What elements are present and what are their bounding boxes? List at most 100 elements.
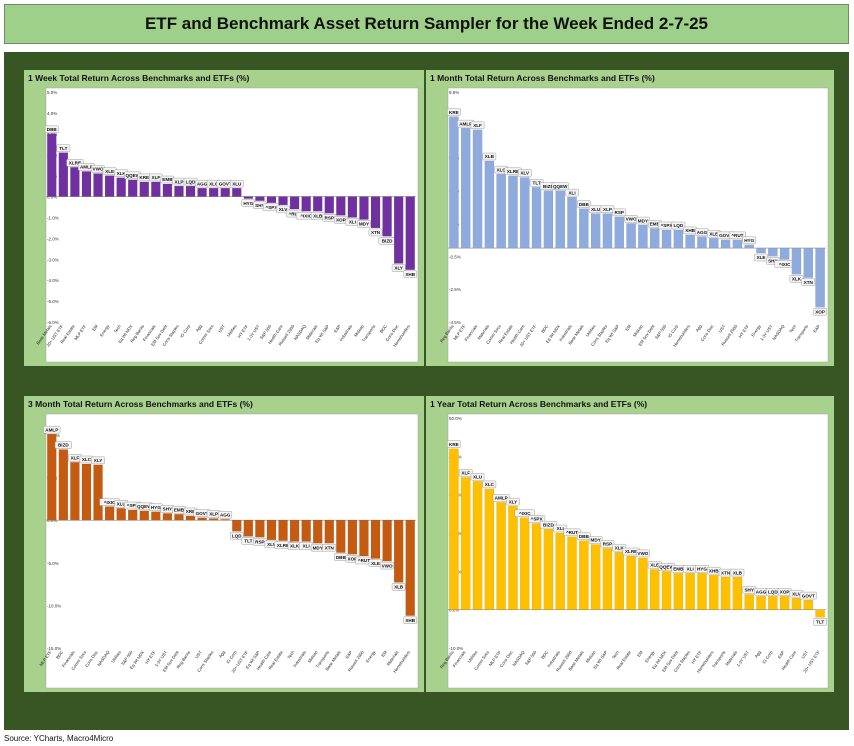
data-label-box <box>813 308 827 316</box>
y-tick-label: -10.0% <box>449 646 463 651</box>
data-label-box <box>368 228 383 237</box>
data-label: XLP <box>603 207 612 212</box>
y-tick-label: -4.5% <box>449 320 461 325</box>
data-label: GOVT <box>219 181 232 186</box>
x-tick-label: BDC <box>540 650 549 660</box>
y-tick-label: 0.0% <box>47 195 57 200</box>
bar <box>197 517 207 521</box>
bar <box>405 520 415 616</box>
x-tick-label: EM <box>636 649 644 657</box>
data-label: MDY <box>359 222 369 227</box>
data-label: ^SPX <box>661 223 674 228</box>
bar <box>543 190 554 249</box>
data-label: XTN <box>721 570 731 575</box>
bar <box>116 508 126 521</box>
data-label: RSP <box>255 539 264 544</box>
data-label: XLC <box>497 167 507 172</box>
bar <box>347 196 358 218</box>
data-label: XLI <box>303 544 310 549</box>
bar <box>162 183 173 197</box>
data-label: XTN <box>804 280 814 285</box>
bar <box>289 196 300 210</box>
bar <box>301 520 311 542</box>
bar <box>81 171 92 197</box>
bar <box>93 173 103 197</box>
x-tick-label: Utilities <box>467 650 479 664</box>
bar <box>70 462 80 521</box>
bar <box>602 213 613 249</box>
x-tick-label: Agg <box>753 649 762 659</box>
bar <box>70 167 80 197</box>
data-label-box <box>553 524 568 533</box>
bar <box>313 196 323 212</box>
bar <box>336 196 346 216</box>
bar <box>324 196 334 214</box>
chart-title: 1 Year Total Return Across Benchmarks an… <box>430 399 648 409</box>
data-label: XLI <box>349 220 356 225</box>
bar <box>370 196 381 229</box>
y-tick-label: -15.0% <box>47 646 61 651</box>
data-label: XLC <box>209 181 219 186</box>
chart-title: 3 Month Total Return Across Benchmarks a… <box>28 399 253 409</box>
bar <box>139 181 149 197</box>
data-label: HYG <box>243 201 253 206</box>
bar <box>104 506 115 521</box>
chart-panel-1-month: 1 Month Total Return Across Benchmarks a… <box>426 70 834 366</box>
y-tick-label: -4.0% <box>47 278 59 283</box>
data-label-box <box>577 532 591 540</box>
bar <box>520 517 530 610</box>
data-label: MDY <box>638 218 648 223</box>
data-label-box <box>403 616 418 624</box>
bar <box>484 488 495 610</box>
data-label: HYG <box>151 505 161 510</box>
bar <box>266 520 277 540</box>
bar <box>590 544 601 610</box>
data-label: XOP <box>348 556 358 561</box>
y-tick-label: -2.0% <box>47 236 59 241</box>
y-tick-label: 50.0% <box>449 416 462 421</box>
data-label: ^IXIC <box>779 262 791 267</box>
data-label: QQEW <box>125 173 140 178</box>
data-label: XLP <box>175 179 184 184</box>
data-label: XLV <box>267 542 277 547</box>
bar <box>638 224 648 249</box>
bar <box>484 160 495 249</box>
data-label-box <box>588 536 603 544</box>
data-label: EMB <box>650 222 661 227</box>
bar <box>531 187 542 249</box>
data-label: XLC <box>485 482 495 487</box>
data-label: AGG <box>220 513 231 518</box>
data-label: DBB <box>47 127 58 132</box>
y-tick-label: -2.5% <box>449 287 461 292</box>
y-tick-label: 9.5% <box>449 90 459 95</box>
data-label-box <box>458 469 473 477</box>
bar <box>128 179 138 197</box>
x-tick-label: EM <box>624 323 632 331</box>
data-label: VWO <box>637 551 648 556</box>
data-label: XLB <box>485 154 495 159</box>
bar <box>531 523 542 610</box>
bar <box>208 188 219 197</box>
x-tick-label: Agg <box>218 649 227 659</box>
data-label: RSP <box>615 210 624 215</box>
data-label: XLRE <box>625 549 637 554</box>
bar <box>472 129 483 249</box>
data-label: HYG <box>744 238 754 243</box>
data-label-box <box>470 473 485 481</box>
data-label: LQD <box>673 223 683 228</box>
data-label: XLE <box>105 169 114 174</box>
bar <box>638 557 648 610</box>
data-label: XTN <box>371 230 381 235</box>
data-label-box <box>636 549 650 558</box>
data-label-box <box>563 528 581 537</box>
bar <box>449 448 459 610</box>
bar <box>47 133 57 197</box>
chart-svg-1-week: -6.0%-5.0%-4.0%-3.0%-2.0%-1.0%0.0%1.0%2.… <box>35 87 419 363</box>
bar <box>151 511 161 521</box>
bar <box>47 434 57 521</box>
data-label-box <box>229 179 244 188</box>
data-label: ^SPX <box>531 517 544 522</box>
bar <box>815 609 825 618</box>
data-label-box <box>801 278 816 286</box>
x-tick-label: E&P <box>333 324 342 334</box>
